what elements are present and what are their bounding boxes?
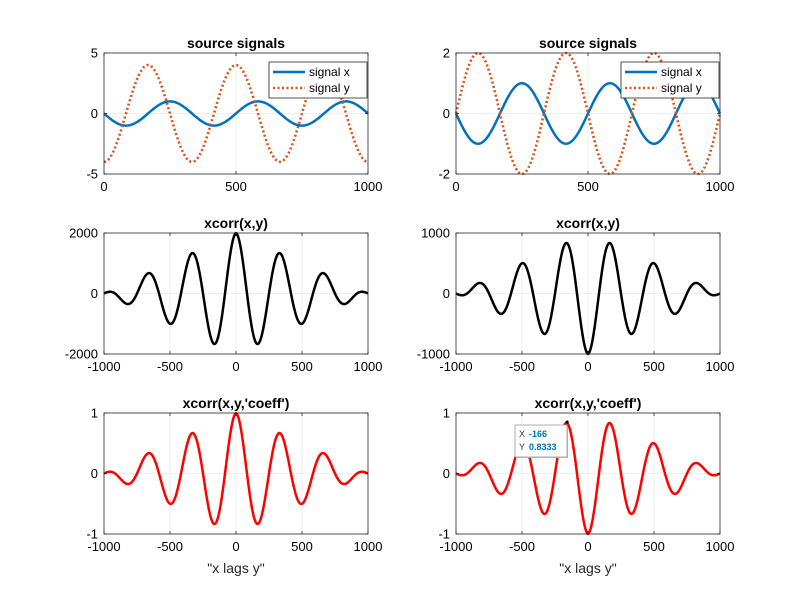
x-tick-label: 500 [577,179,599,194]
y-tick-label: -2000 [65,347,98,362]
x-tick-label: 500 [291,539,313,554]
datatip[interactable]: X -166 Y 0.8333 [514,420,569,458]
x-tick-label: 1000 [354,539,383,554]
legend-label: signal x [309,65,350,79]
x-tick-label: -500 [157,539,183,554]
axes-title: xcorr(x,y) [556,215,620,231]
x-tick-label: -1000 [439,359,472,374]
axes-4: -1000 -500 0 500 1000 -1000 0 1000 xcorr(x,y) [417,215,735,374]
axes-5: -1000 -500 0 500 1000 -1 0 1 xcorr(x,y,'coeff') "… [86,395,382,576]
y-tick-label: -1 [438,527,450,542]
x-axis-label: "x lags y" [559,560,616,576]
y-tick-label: 1000 [421,226,450,241]
y-tick-label: 2000 [69,226,98,241]
axes-title: xcorr(x,y) [204,215,268,231]
legend-box [268,61,368,99]
axes-title: source signals [187,35,285,51]
x-tick-label: -1000 [87,539,120,554]
y-tick-label: 0 [443,106,450,121]
x-tick-label: -500 [509,539,535,554]
series-line-2 [454,51,722,176]
x-tick-label: 0 [232,359,239,374]
x-tick-label: 0 [232,539,239,554]
legend-box [620,61,720,99]
y-tick-label: 1 [443,406,450,421]
y-tick-label: 1 [91,406,98,421]
y-tick-label: -2 [438,167,450,182]
y-tick-label: -1 [86,527,98,542]
x-tick-label: 1000 [354,359,383,374]
y-tick-label: -1000 [417,347,450,362]
x-tick-label: 500 [225,179,247,194]
x-tick-label: 1000 [706,539,735,554]
x-axis-label: "x lags y" [207,560,264,576]
x-tick-label: -500 [509,359,535,374]
y-tick-label: 2 [443,46,450,61]
y-tick-label: 0 [443,466,450,481]
axes-title: xcorr(x,y,'coeff') [535,395,642,411]
x-tick-label: -1000 [439,539,472,554]
y-tick-label: 5 [91,46,98,61]
axes-title: xcorr(x,y,'coeff') [183,395,290,411]
x-tick-label: 1000 [706,359,735,374]
series-line-1 [103,100,369,127]
datatip-x-value: -166 [529,429,547,439]
x-tick-label: 0 [584,539,591,554]
x-tick-label: 0 [584,359,591,374]
datatip-y-label: Y [519,442,525,452]
axes-6: -1000 -500 0 500 1000 -1 0 1 xcorr(x,y,'coeff') "… [438,395,734,576]
legend: signal x signal y [268,61,368,99]
series-line-2 [103,63,369,164]
axes-title: source signals [539,35,637,51]
y-tick-label: -5 [86,167,98,182]
x-tick-label: 500 [291,359,313,374]
y-tick-label: 0 [91,466,98,481]
legend-label: signal y [309,81,350,95]
x-tick-label: -500 [157,359,183,374]
y-tick-label: 0 [91,106,98,121]
x-tick-label: 500 [643,539,665,554]
legend-label: signal x [661,65,702,79]
legend-label: signal y [661,81,702,95]
x-tick-label: 0 [100,179,107,194]
axes-3: -1000 -500 0 500 1000 -2000 0 2000 xcorr(x,y) [65,215,383,374]
x-tick-label: 0 [452,179,459,194]
datatip-marker [565,420,569,424]
x-tick-label: -1000 [87,359,120,374]
y-tick-label: 0 [443,286,450,301]
datatip-box [514,424,568,458]
y-tick-label: 0 [91,286,98,301]
x-tick-label: 500 [643,359,665,374]
legend: signal x signal y [620,61,720,99]
datatip-y-value: 0.8333 [529,442,557,452]
x-tick-label: 1000 [706,179,735,194]
x-tick-label: 1000 [354,179,383,194]
datatip-x-label: X [519,429,525,439]
